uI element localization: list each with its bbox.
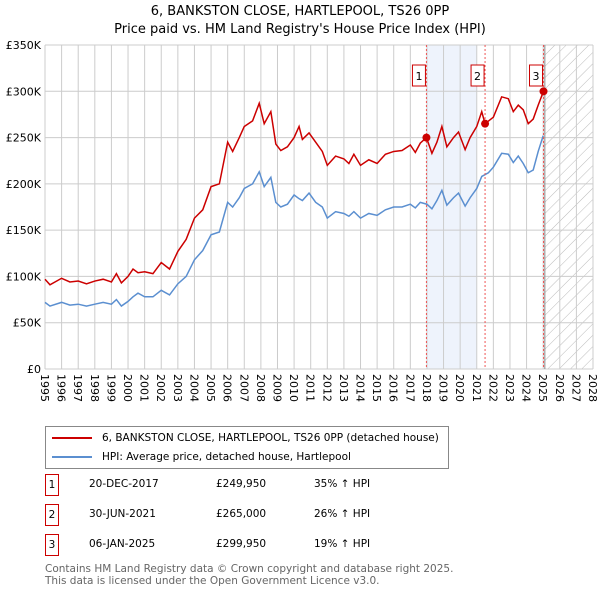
x-tick-label: 2009 xyxy=(270,374,283,402)
x-tick-label: 2021 xyxy=(470,374,483,402)
x-tick-label: 2020 xyxy=(453,374,466,402)
x-tick-label: 2004 xyxy=(187,374,200,402)
x-tick-label: 2019 xyxy=(437,374,450,402)
sale-price: £249,950 xyxy=(216,478,267,490)
y-tick-label: £50K xyxy=(13,317,42,330)
y-tick-label: £250K xyxy=(6,132,42,145)
x-tick-label: 2010 xyxy=(287,374,300,402)
y-tick-label: £100K xyxy=(6,270,42,283)
x-tick-label: 2000 xyxy=(121,374,134,402)
x-tick-label: 2005 xyxy=(204,374,217,402)
footer: Contains HM Land Registry data © Crown c… xyxy=(45,563,453,587)
footer-copyright: Contains HM Land Registry data © Crown c… xyxy=(45,563,454,575)
x-tick-label: 2025 xyxy=(536,374,549,402)
chart-title: 6, BANKSTON CLOSE, HARTLEPOOL, TS26 0PP xyxy=(150,4,450,19)
sale-point xyxy=(422,133,431,142)
series-line xyxy=(44,135,544,308)
sale-label: 2 xyxy=(474,70,481,83)
x-tick-label: 2012 xyxy=(320,374,333,402)
sale-hpi-change: 26% ↑ HPI xyxy=(314,508,371,520)
x-tick-label: 2026 xyxy=(553,374,566,402)
x-tick-label: 1996 xyxy=(55,374,68,402)
sale-point xyxy=(539,87,548,96)
x-tick-label: 2006 xyxy=(221,374,234,402)
sale-date: 30-JUN-2021 xyxy=(89,508,156,520)
x-tick-label: 2024 xyxy=(520,374,533,402)
sale-label: 1 xyxy=(415,70,422,83)
sale-badge: 2 xyxy=(45,504,59,526)
series-line xyxy=(44,91,545,286)
x-tick-label: 2027 xyxy=(569,374,582,402)
chart-subtitle: Price paid vs. HM Land Registry's House … xyxy=(114,22,486,37)
price-chart: £0 £50K £100K £150K £200K £250K £300K £350K 1995… xyxy=(6,39,599,402)
sale-price: £299,950 xyxy=(216,538,267,550)
x-tick-label: 2023 xyxy=(503,374,516,402)
x-tick-label: 2011 xyxy=(304,374,317,402)
sale-badge: 3 xyxy=(45,534,59,556)
shaded-period xyxy=(426,45,477,369)
legend-red-line xyxy=(52,437,92,439)
legend-blue-line xyxy=(52,456,92,458)
x-tick-label: 1997 xyxy=(71,374,84,402)
legend-property-label: 6, BANKSTON CLOSE, HARTLEPOOL, TS26 0PP … xyxy=(102,432,439,444)
x-tick-label: 2002 xyxy=(154,374,167,402)
sale-date: 06-JAN-2025 xyxy=(89,538,156,550)
sale-price: £265,000 xyxy=(216,508,267,520)
sale-label-box xyxy=(411,64,426,87)
y-tick-label: £350K xyxy=(6,39,42,52)
x-tick-label: 2022 xyxy=(486,374,499,402)
forecast-hatch xyxy=(544,45,593,369)
x-tick-label: 2017 xyxy=(403,374,416,402)
y-tick-label: £200K xyxy=(6,178,42,191)
sale-badge: 1 xyxy=(45,474,59,496)
x-tick-label: 2015 xyxy=(370,374,383,402)
x-tick-label: 2014 xyxy=(354,374,367,402)
x-tick-label: 2007 xyxy=(237,374,250,402)
y-tick-label: £300K xyxy=(6,85,42,98)
x-tick-label: 2028 xyxy=(586,374,599,402)
x-tick-label: 2003 xyxy=(171,374,184,402)
x-tick-label: 2008 xyxy=(254,374,267,402)
x-tick-label: 2001 xyxy=(138,374,151,402)
sale-date: 20-DEC-2017 xyxy=(89,478,159,490)
x-tick-label: 1995 xyxy=(38,374,51,402)
x-tick-label: 2016 xyxy=(387,374,400,402)
x-tick-label: 2013 xyxy=(337,374,350,402)
footer-licence: This data is licensed under the Open Gov… xyxy=(45,575,380,587)
sale-hpi-change: 19% ↑ HPI xyxy=(314,538,371,550)
legend-hpi-label: HPI: Average price, detached house, Hart… xyxy=(102,451,351,463)
x-tick-label: 1999 xyxy=(104,374,117,402)
y-tick-label: £150K xyxy=(6,224,42,237)
sale-hpi-change: 35% ↑ HPI xyxy=(314,478,371,490)
sale-label: 3 xyxy=(533,70,540,83)
legend: 6, BANKSTON CLOSE, HARTLEPOOL, TS26 0PP … xyxy=(45,426,449,469)
x-tick-label: 1998 xyxy=(88,374,101,402)
sale-label-box xyxy=(529,64,544,87)
x-tick-label: 2018 xyxy=(420,374,433,402)
y-tick-label: £0 xyxy=(27,363,41,376)
sale-point xyxy=(481,119,490,128)
sale-label-box xyxy=(470,64,485,87)
